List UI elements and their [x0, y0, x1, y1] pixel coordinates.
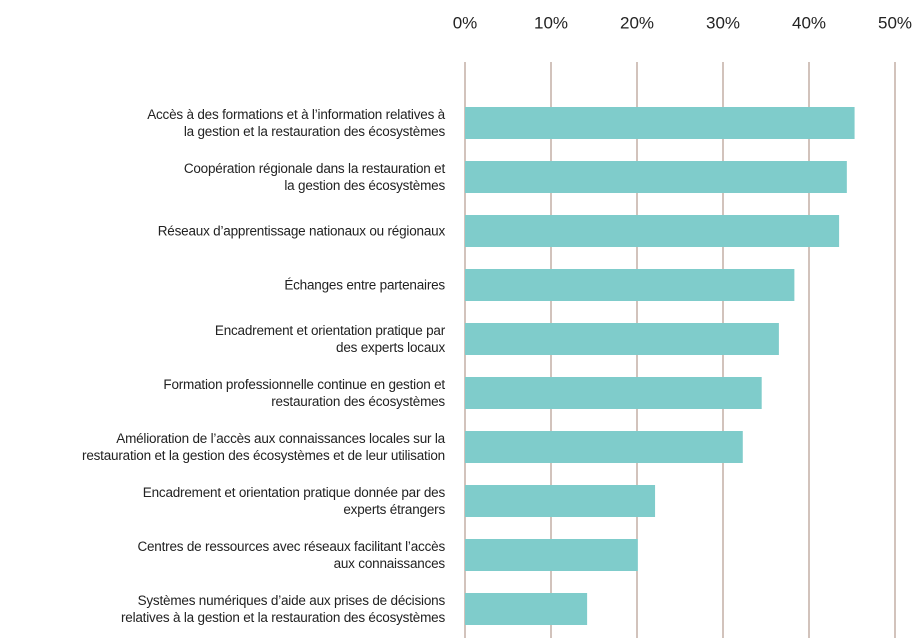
category-label: Accès à des formations et à l’informatio… — [147, 107, 445, 139]
category-label: Formation professionnelle continue en ge… — [163, 377, 445, 409]
x-tick-label: 40% — [792, 13, 826, 32]
bar — [465, 323, 779, 355]
x-tick-label: 30% — [706, 13, 740, 32]
category-label: Échanges entre partenaires — [284, 277, 445, 293]
bar — [465, 485, 656, 517]
bar — [465, 107, 855, 139]
category-label: Centres de ressources avec réseaux facil… — [137, 539, 445, 571]
bar — [465, 215, 840, 247]
bar — [465, 539, 638, 571]
bar — [465, 431, 743, 463]
category-label: Systèmes numériques d’aide aux prises de… — [120, 593, 445, 625]
x-tick-label: 50% — [878, 13, 912, 32]
bar — [465, 161, 847, 193]
category-label: Amélioration de l’accès aux connaissance… — [82, 431, 445, 463]
category-label: Encadrement et orientation pratique donn… — [142, 485, 445, 517]
category-label: Réseaux d’apprentissage nationaux ou rég… — [157, 223, 445, 239]
x-tick-label: 10% — [534, 13, 568, 32]
x-tick-label: 0% — [453, 13, 478, 32]
x-tick-label: 20% — [620, 13, 654, 32]
bar — [465, 377, 762, 409]
bar — [465, 269, 795, 301]
category-label: Encadrement et orientation pratique par … — [214, 323, 445, 355]
bar — [465, 593, 588, 625]
category-label: Coopération régionale dans la restaurati… — [183, 161, 445, 193]
